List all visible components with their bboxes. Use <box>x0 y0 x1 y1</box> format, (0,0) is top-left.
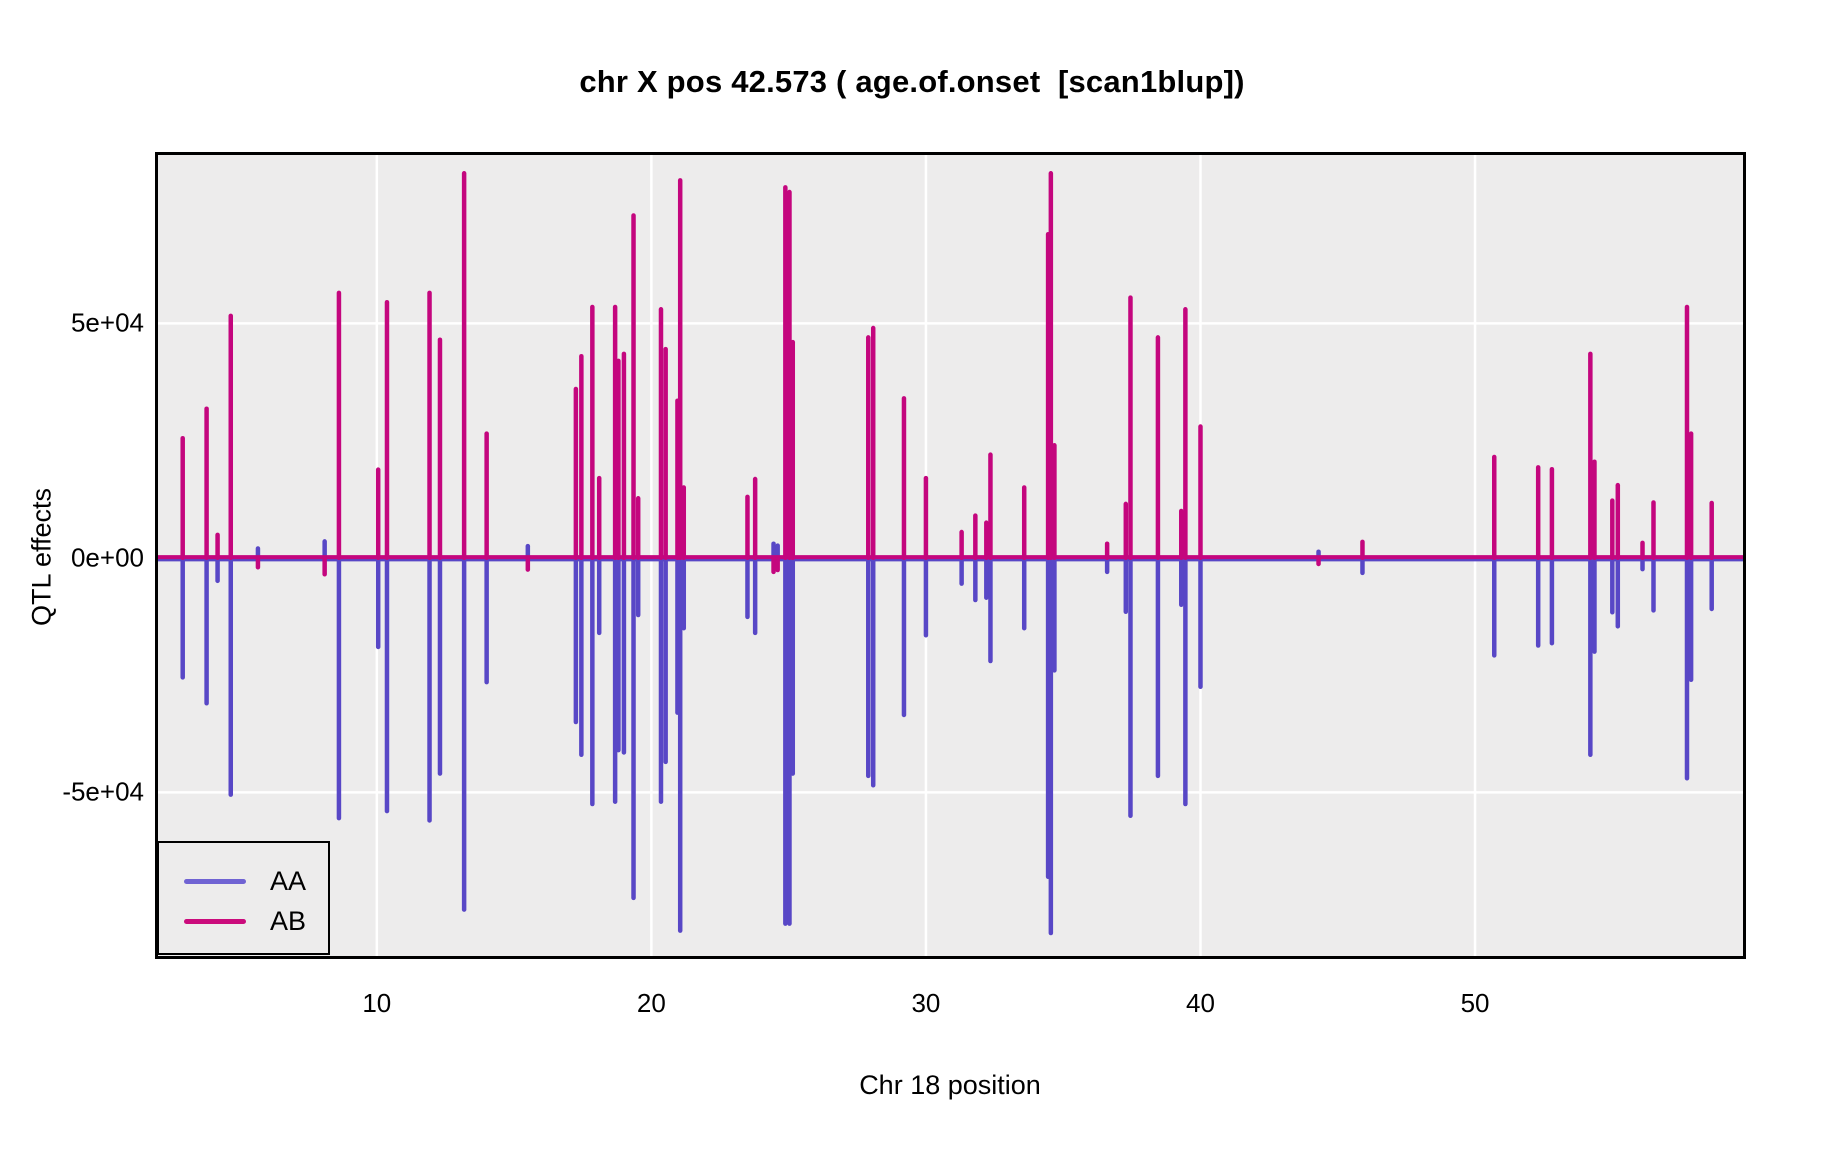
y-tick-label: -5e+04 <box>62 776 144 807</box>
y-tick-label: 0e+00 <box>70 542 144 573</box>
x-tick-label: 20 <box>636 988 666 1018</box>
legend-label-ab: AB <box>270 905 307 936</box>
x-tick-label: 40 <box>1186 988 1215 1018</box>
legend: AA AB <box>157 841 330 955</box>
legend-label-aa: AA <box>270 865 307 896</box>
x-tick-label: 10 <box>362 988 392 1018</box>
legend-item-ab: AB <box>159 906 306 936</box>
chart-title: chr X pos 42.573 ( age.of.onset [scan1bl… <box>579 64 1245 99</box>
y-tick-label: 5e+04 <box>70 307 144 338</box>
x-axis-title: Chr 18 position <box>859 1070 1041 1100</box>
legend-item-aa: AA <box>159 866 306 896</box>
panel-border <box>155 152 1746 959</box>
x-tick-label: 30 <box>911 988 941 1018</box>
x-tick-label: 50 <box>1460 988 1490 1018</box>
legend-line-aa-sample <box>184 878 246 884</box>
legend-line-ab-sample <box>184 918 246 924</box>
